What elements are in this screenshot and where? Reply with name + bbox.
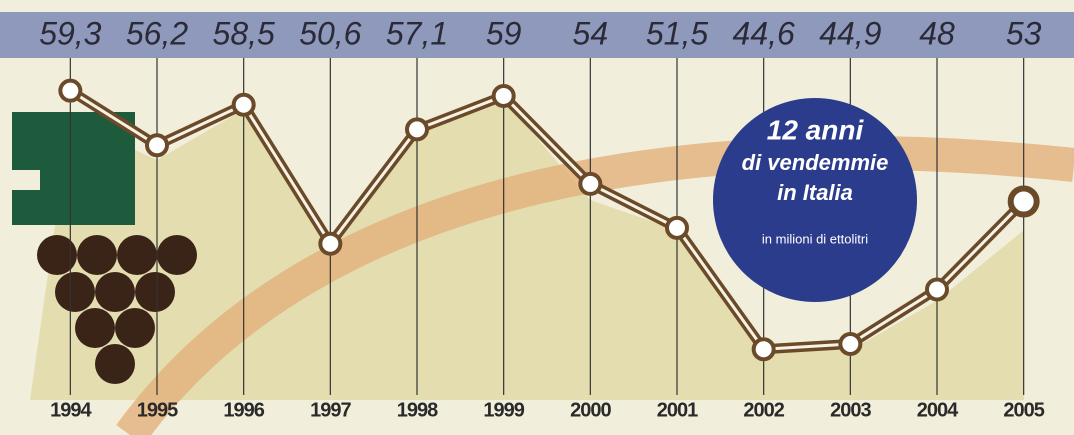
x-tick-label: 2003 bbox=[830, 399, 871, 421]
point bbox=[578, 171, 603, 196]
x-tick-label: 2000 bbox=[570, 399, 611, 421]
chart-subtitle: in milioni di ettolitri bbox=[762, 231, 868, 246]
value-label: 59 bbox=[486, 15, 522, 51]
x-tick-label: 2004 bbox=[917, 399, 959, 421]
x-tick-label: 1996 bbox=[223, 399, 264, 421]
line bbox=[69, 89, 1025, 351]
value-label: 54 bbox=[573, 15, 609, 51]
x-tick-label: 1998 bbox=[397, 399, 438, 421]
value-label: 50,6 bbox=[299, 15, 361, 51]
grape-logo bbox=[12, 112, 197, 384]
chart-title: di vendemmie bbox=[742, 150, 889, 175]
x-tick-label: 2002 bbox=[743, 399, 784, 421]
x-tick-label: 1995 bbox=[137, 399, 178, 421]
x-tick-label: 2005 bbox=[1003, 399, 1044, 421]
value-label: 56,2 bbox=[126, 15, 188, 51]
value-label: 48 bbox=[919, 15, 955, 51]
point bbox=[318, 231, 343, 256]
x-tick-label: 1994 bbox=[50, 399, 92, 421]
chart-title: in Italia bbox=[777, 180, 853, 205]
value-band bbox=[0, 12, 1074, 58]
background-area bbox=[30, 100, 1024, 400]
x-tick-label: 2001 bbox=[657, 399, 698, 421]
point bbox=[231, 92, 256, 117]
point bbox=[145, 133, 169, 158]
title-badge bbox=[713, 98, 917, 302]
chart-title: 12 anni bbox=[767, 114, 865, 145]
value-label: 57,1 bbox=[386, 15, 448, 51]
point bbox=[491, 83, 516, 108]
value-label: 44,6 bbox=[733, 15, 795, 51]
grid-layer bbox=[69, 58, 1025, 395]
point bbox=[58, 78, 83, 103]
point bbox=[665, 215, 689, 240]
value-label: 59,3 bbox=[39, 15, 101, 51]
x-tick-label: 1997 bbox=[310, 399, 351, 421]
value-label: 53 bbox=[1006, 15, 1042, 51]
value-label: 58,5 bbox=[213, 15, 275, 51]
point bbox=[405, 117, 429, 142]
point bbox=[838, 331, 863, 356]
x-tick-label: 1999 bbox=[483, 399, 524, 421]
point bbox=[1007, 185, 1040, 218]
value-label: 51,5 bbox=[646, 15, 708, 51]
point bbox=[925, 277, 949, 302]
point bbox=[751, 337, 776, 362]
value-label: 44,9 bbox=[819, 15, 881, 51]
